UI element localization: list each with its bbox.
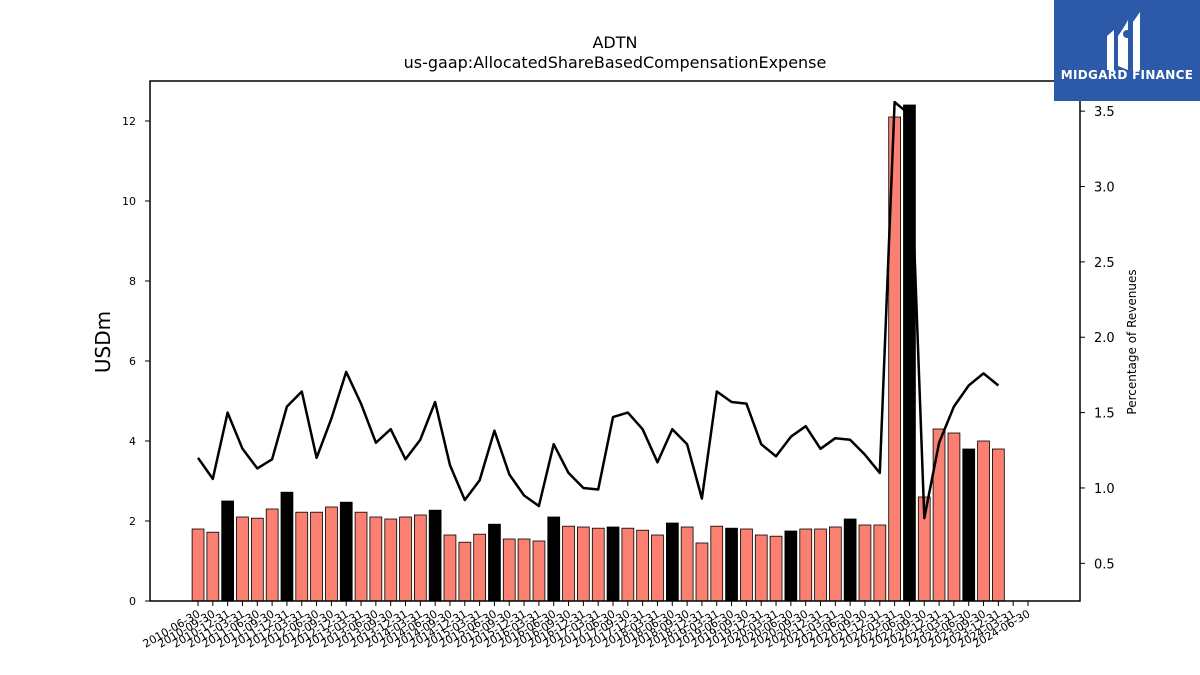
bar — [458, 541, 472, 602]
bar — [310, 511, 323, 602]
y-tick-label: 10 — [122, 195, 136, 208]
midgard-logo-icon — [1107, 12, 1140, 70]
bar — [666, 522, 679, 602]
bar — [591, 527, 605, 602]
y-tick-label: 2 — [129, 515, 136, 528]
chart-subtitle: us-gaap:AllocatedShareBasedCompensationE… — [404, 53, 827, 72]
y2-axis-label: Percentage of Revenues — [1125, 269, 1139, 414]
bar — [814, 528, 827, 602]
bar — [339, 501, 353, 602]
bar — [725, 527, 738, 602]
y2-tick-label: 3.0 — [1094, 181, 1115, 196]
bar — [799, 528, 813, 602]
y-tick-label: 4 — [129, 435, 136, 448]
series-line — [196, 100, 1000, 520]
bar — [577, 526, 590, 602]
bar — [295, 511, 309, 602]
bar — [354, 511, 368, 602]
y-tick-label: 0 — [129, 595, 136, 608]
bar — [325, 506, 338, 602]
bar — [695, 542, 709, 602]
bar — [740, 528, 753, 602]
bar — [651, 534, 664, 602]
bar — [488, 523, 501, 602]
chart-title: ADTN — [592, 33, 637, 52]
bar — [873, 524, 887, 602]
y2-tick-label: 1.5 — [1094, 407, 1115, 422]
y2-tick-label: 2.5 — [1094, 256, 1115, 271]
bar — [428, 509, 442, 602]
bar — [992, 448, 1005, 602]
bar — [399, 516, 412, 602]
bar-series — [191, 104, 1005, 602]
y-tick-label: 8 — [129, 275, 136, 288]
bar — [769, 535, 783, 602]
brand-logo: MIDGARD FINANCE — [1054, 0, 1200, 101]
bar — [206, 531, 220, 602]
bar — [562, 525, 575, 602]
bar — [710, 525, 724, 602]
bar — [680, 526, 694, 602]
y-tick-label: 12 — [122, 115, 136, 128]
bar — [384, 518, 398, 602]
bar — [621, 527, 635, 602]
bar — [221, 500, 234, 602]
bar — [829, 526, 842, 602]
bar — [236, 516, 249, 602]
bar — [547, 516, 561, 602]
line-series — [196, 100, 1000, 520]
bar — [532, 540, 546, 602]
bar — [784, 530, 798, 602]
bar — [191, 528, 205, 602]
bar — [280, 491, 294, 602]
bar — [636, 529, 650, 602]
y2-tick-label: 0.5 — [1094, 557, 1115, 572]
y2-tick-label: 3.5 — [1094, 105, 1115, 120]
bar — [250, 517, 264, 602]
bar — [858, 524, 872, 602]
bar — [413, 514, 427, 602]
logo-text: MIDGARD FINANCE — [1060, 68, 1194, 82]
bar — [369, 516, 383, 602]
bar — [443, 534, 457, 602]
y2-tick-label: 2.0 — [1094, 331, 1115, 346]
y2-tick-label: 1.0 — [1094, 482, 1115, 497]
y-tick-label: 6 — [129, 355, 136, 368]
axes: 0246810120.51.01.52.02.53.03.52010-06-30… — [122, 80, 1115, 651]
plot-frame — [149, 80, 1081, 602]
bar — [932, 428, 946, 602]
bar — [947, 432, 961, 602]
bar — [606, 526, 620, 602]
bar — [265, 508, 279, 602]
y-axis-label: USDm — [91, 311, 115, 373]
bar — [903, 104, 916, 602]
bar — [962, 448, 976, 602]
bar — [977, 440, 990, 602]
bar — [473, 533, 487, 602]
bar — [754, 534, 768, 602]
bar — [517, 538, 531, 602]
bar — [843, 518, 857, 602]
bar — [502, 538, 516, 602]
